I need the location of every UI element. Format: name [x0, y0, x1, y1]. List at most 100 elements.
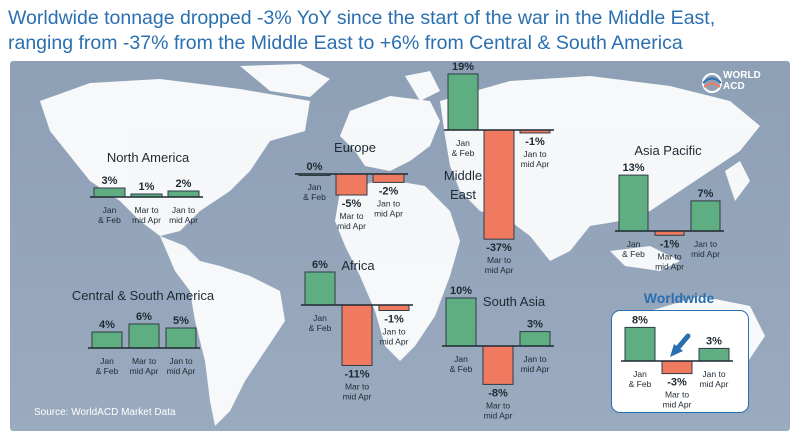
- chart-title-asia-pacific: Asia Pacific: [634, 143, 702, 158]
- bar-north-america-3: [167, 190, 200, 198]
- bar-africa-1: [304, 271, 336, 306]
- bar-worldwide-3: [698, 347, 730, 362]
- category-label-europe-1-1: Jan: [308, 182, 322, 192]
- category-label-south-asia-1-1: Jan: [454, 354, 468, 364]
- chart-title-central-south-america: Central & South America: [72, 288, 215, 303]
- category-label-middle-east-1-2: & Feb: [452, 148, 475, 158]
- category-label-africa-2-2: mid Apr: [343, 392, 372, 402]
- category-label-south-asia-3-1: Jan to: [523, 354, 546, 364]
- value-label-africa-1: 6%: [312, 259, 328, 271]
- category-label-central-south-america-3-2: mid Apr: [167, 366, 196, 376]
- category-label-worldwide-2-2: mid Apr: [663, 400, 692, 410]
- bar-worldwide-1: [624, 326, 656, 362]
- value-label-europe-3: -2%: [379, 185, 399, 197]
- value-label-central-south-america-3: 5%: [173, 315, 189, 327]
- worldwide-arrow-icon: [670, 333, 691, 357]
- world-map-landmass: [40, 64, 765, 426]
- category-label-asia-pacific-2-1: Mar to: [657, 251, 681, 261]
- bar-asia-pacific-3: [690, 200, 721, 232]
- category-label-asia-pacific-3-2: mid Apr: [691, 249, 720, 259]
- category-label-south-asia-1-2: & Feb: [450, 364, 473, 374]
- category-label-north-america-2-2: mid Apr: [132, 215, 161, 225]
- world-acd-logo: WORLD ACD: [723, 70, 761, 92]
- world-acd-globe-icon: [702, 73, 722, 93]
- value-label-south-asia-2: -8%: [488, 387, 508, 399]
- value-label-europe-1: 0%: [307, 161, 323, 173]
- bar-africa-2: [341, 304, 373, 366]
- bar-europe-2: [335, 173, 368, 196]
- category-label-asia-pacific-1-2: & Feb: [622, 249, 645, 259]
- value-label-north-america-2: 1%: [139, 181, 155, 193]
- bar-south-asia-1: [445, 297, 477, 347]
- value-label-asia-pacific-1: 13%: [622, 162, 644, 174]
- category-label-south-asia-2-2: mid Apr: [484, 410, 513, 420]
- category-label-asia-pacific-3-1: Jan to: [694, 239, 717, 249]
- bar-north-america-1: [93, 187, 126, 198]
- category-label-north-america-3-1: Jan to: [172, 205, 195, 215]
- bar-central-south-america-3: [165, 327, 197, 349]
- value-label-worldwide-3: 3%: [706, 335, 722, 347]
- chart-4: Asia Pacific 13% Jan& Feb -1%Mar to mid Apr 7…: [615, 143, 724, 271]
- category-label-asia-pacific-1-1: Jan: [627, 239, 641, 249]
- category-label-central-south-america-3-1: Jan to: [169, 356, 192, 366]
- source-note: Source: WorldACD Market Data: [34, 407, 176, 418]
- value-label-worldwide-1: 8%: [632, 314, 648, 326]
- bar-africa-3: [378, 304, 410, 311]
- category-label-africa-1-1: Jan: [313, 313, 327, 323]
- category-label-europe-2-2: mid Apr: [337, 221, 366, 231]
- bar-europe-3: [372, 173, 405, 183]
- value-label-north-america-3: 2%: [176, 178, 192, 190]
- bar-middle-east-2: [483, 129, 515, 240]
- bar-central-south-america-2: [128, 323, 160, 349]
- value-label-middle-east-3: -1%: [525, 136, 545, 148]
- value-label-europe-2: -5%: [342, 198, 362, 210]
- logo-line-1: WORLD: [723, 70, 761, 81]
- value-label-north-america-1: 3%: [102, 175, 118, 187]
- value-label-middle-east-2: -37%: [486, 242, 512, 254]
- chart-title-middle-east-1: Middle: [444, 168, 482, 183]
- category-label-africa-3-2: mid Apr: [380, 337, 409, 347]
- value-label-africa-3: -1%: [384, 314, 404, 326]
- category-label-europe-1-2: & Feb: [303, 192, 326, 202]
- category-label-worldwide-1-2: & Feb: [629, 379, 652, 389]
- category-label-worldwide-3-1: Jan to: [702, 369, 725, 379]
- category-label-north-america-1-2: & Feb: [98, 215, 121, 225]
- category-label-africa-1-2: & Feb: [309, 323, 332, 333]
- bar-central-south-america-1: [91, 331, 123, 349]
- value-label-asia-pacific-2: -1%: [660, 238, 680, 250]
- value-label-asia-pacific-3: 7%: [698, 188, 714, 200]
- value-label-middle-east-1: 19%: [452, 61, 474, 73]
- value-label-central-south-america-2: 6%: [136, 311, 152, 323]
- category-label-central-south-america-2-2: mid Apr: [130, 366, 159, 376]
- headline-line-2: ranging from -37% from the Middle East t…: [8, 32, 683, 54]
- category-label-south-asia-3-2: mid Apr: [521, 364, 550, 374]
- category-label-central-south-america-2-1: Mar to: [132, 356, 156, 366]
- category-label-central-south-america-1-1: Jan: [100, 356, 114, 366]
- headline: Worldwide tonnage dropped -3% YoY since …: [8, 6, 798, 56]
- category-label-central-south-america-1-2: & Feb: [96, 366, 119, 376]
- category-label-europe-2-1: Mar to: [339, 211, 363, 221]
- value-label-south-asia-1: 10%: [450, 285, 472, 297]
- category-label-middle-east-3-2: mid Apr: [521, 159, 550, 169]
- category-label-europe-3-1: Jan to: [377, 198, 400, 208]
- category-label-middle-east-3-1: Jan to: [523, 149, 546, 159]
- bar-asia-pacific-1: [618, 174, 649, 232]
- chart-title-africa: Africa: [341, 258, 375, 273]
- category-label-africa-3-1: Jan to: [382, 327, 405, 337]
- bar-south-asia-2: [482, 345, 514, 385]
- category-label-worldwide-3-2: mid Apr: [700, 379, 729, 389]
- value-label-south-asia-3: 3%: [527, 319, 543, 331]
- bar-south-asia-3: [519, 331, 551, 347]
- value-label-central-south-america-1: 4%: [99, 319, 115, 331]
- category-label-africa-2-1: Mar to: [345, 382, 369, 392]
- category-label-middle-east-1-1: Jan: [456, 138, 470, 148]
- chart-5: Central & South America 4% Jan& Feb 6% Mar t…: [72, 288, 215, 376]
- bar-worldwide-2: [661, 360, 693, 375]
- chart-title-north-america: North America: [107, 150, 190, 165]
